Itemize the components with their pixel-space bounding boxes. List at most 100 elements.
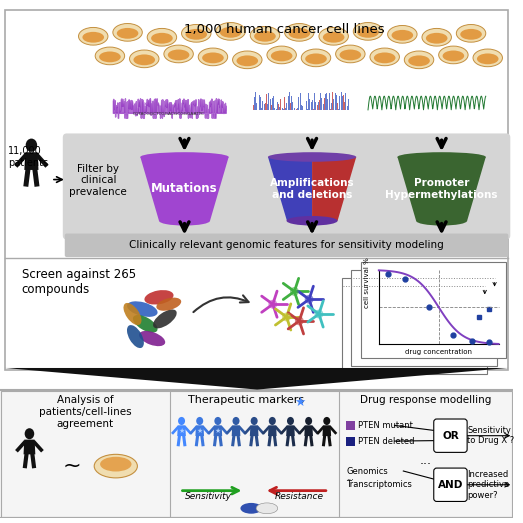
Ellipse shape	[439, 46, 468, 64]
FancyBboxPatch shape	[5, 10, 508, 370]
FancyBboxPatch shape	[434, 419, 467, 452]
Bar	[335, 93, 336, 110]
Ellipse shape	[164, 45, 194, 63]
Ellipse shape	[127, 301, 157, 317]
Ellipse shape	[113, 24, 142, 41]
Ellipse shape	[305, 295, 314, 304]
Bar	[320, 93, 321, 110]
Ellipse shape	[83, 32, 104, 43]
Ellipse shape	[151, 33, 173, 43]
Bar	[309, 99, 310, 110]
Polygon shape	[213, 425, 222, 436]
Bar	[281, 108, 282, 110]
Bar	[291, 96, 292, 110]
Bar	[312, 99, 313, 110]
Text: Therapeutic markers: Therapeutic markers	[188, 395, 304, 405]
Bar	[257, 104, 258, 110]
Bar	[261, 108, 262, 110]
Polygon shape	[250, 425, 258, 436]
Ellipse shape	[99, 51, 121, 62]
Ellipse shape	[397, 152, 486, 162]
Polygon shape	[268, 425, 277, 436]
Ellipse shape	[323, 32, 345, 43]
Bar	[260, 97, 261, 110]
Ellipse shape	[477, 53, 498, 64]
Ellipse shape	[271, 51, 292, 61]
Ellipse shape	[319, 27, 348, 45]
Ellipse shape	[457, 25, 486, 42]
Ellipse shape	[404, 51, 434, 69]
Bar	[280, 99, 281, 110]
Bar	[342, 96, 343, 110]
Ellipse shape	[287, 417, 294, 425]
Text: PTEN mutant: PTEN mutant	[358, 421, 413, 430]
Bar	[256, 104, 257, 110]
Bar	[287, 103, 288, 110]
Ellipse shape	[442, 51, 464, 61]
FancyBboxPatch shape	[65, 234, 508, 257]
Bar	[323, 105, 324, 110]
Bar	[296, 109, 297, 110]
Ellipse shape	[388, 26, 417, 43]
Ellipse shape	[305, 417, 312, 425]
Ellipse shape	[186, 29, 207, 40]
Bar	[340, 92, 342, 110]
Bar	[290, 103, 291, 110]
Bar	[265, 103, 266, 110]
Bar	[311, 102, 312, 110]
Bar	[301, 105, 302, 110]
Ellipse shape	[178, 417, 185, 425]
Bar	[297, 108, 298, 110]
FancyBboxPatch shape	[361, 262, 506, 358]
Text: Analysis of
patients/cell-lines
agreement: Analysis of patients/cell-lines agreemen…	[39, 395, 132, 429]
Ellipse shape	[357, 27, 379, 38]
Bar	[267, 104, 268, 110]
Text: Resistance: Resistance	[275, 492, 324, 501]
Bar	[330, 109, 331, 110]
Text: PTEN deleted: PTEN deleted	[358, 437, 415, 446]
Polygon shape	[232, 425, 241, 436]
Ellipse shape	[153, 310, 177, 328]
Text: AND: AND	[438, 480, 463, 490]
Bar	[302, 106, 303, 110]
Ellipse shape	[416, 216, 467, 225]
Text: ~: ~	[62, 456, 81, 476]
Bar	[338, 109, 339, 110]
Text: Mutations: Mutations	[151, 183, 218, 196]
Bar	[253, 105, 254, 110]
FancyBboxPatch shape	[351, 270, 496, 366]
Polygon shape	[25, 152, 39, 170]
Text: cell survival %: cell survival %	[364, 257, 370, 308]
Ellipse shape	[144, 290, 174, 304]
Bar	[285, 108, 286, 110]
Ellipse shape	[251, 417, 258, 425]
Ellipse shape	[408, 55, 430, 66]
Bar	[348, 99, 349, 110]
Bar	[327, 99, 328, 110]
Bar	[268, 93, 269, 110]
Polygon shape	[196, 425, 204, 436]
Ellipse shape	[392, 30, 413, 41]
Bar	[315, 102, 316, 110]
Bar	[307, 109, 308, 110]
Bar	[275, 108, 276, 110]
Bar	[326, 93, 327, 110]
Bar	[271, 105, 272, 110]
Bar	[332, 93, 333, 110]
Ellipse shape	[202, 52, 224, 63]
Ellipse shape	[78, 27, 108, 45]
Text: Sensitivity
to Drug X ?: Sensitivity to Drug X ?	[467, 426, 515, 446]
Bar	[289, 93, 290, 110]
Text: Sensitivity: Sensitivity	[185, 492, 232, 501]
Bar	[300, 93, 301, 110]
Bar	[343, 95, 344, 110]
Text: OR: OR	[442, 430, 459, 441]
Ellipse shape	[314, 310, 323, 319]
Bar	[266, 94, 267, 110]
FancyArrowPatch shape	[194, 295, 248, 312]
Ellipse shape	[159, 216, 210, 225]
Bar	[283, 109, 284, 110]
Ellipse shape	[254, 31, 276, 42]
Ellipse shape	[25, 428, 34, 439]
Ellipse shape	[268, 300, 277, 309]
